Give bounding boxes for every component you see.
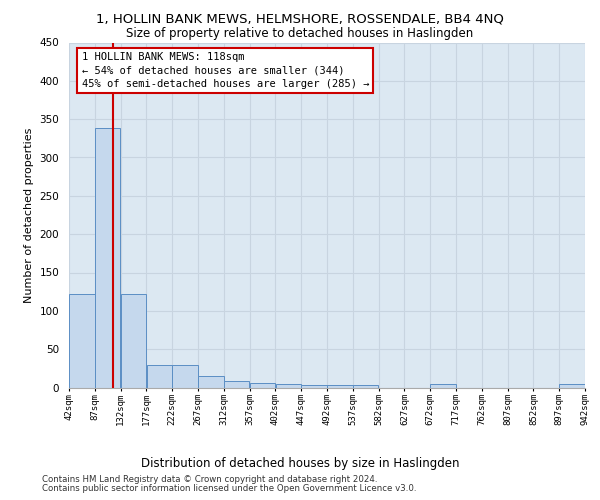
Bar [69,294,95,388]
Bar [146,366,172,388]
Text: Contains HM Land Registry data © Crown copyright and database right 2024.: Contains HM Land Registry data © Crown c… [42,475,377,484]
Bar [95,128,121,388]
Text: Size of property relative to detached houses in Haslingden: Size of property relative to detached ho… [127,28,473,40]
Bar [172,366,198,388]
Bar [353,385,379,388]
Bar [301,385,327,388]
Text: Distribution of detached houses by size in Haslingden: Distribution of detached houses by size … [141,458,459,470]
Bar [327,385,353,388]
Bar [121,294,146,388]
Bar [198,376,224,388]
Bar [430,384,456,388]
Bar [275,384,301,388]
Text: Contains public sector information licensed under the Open Government Licence v3: Contains public sector information licen… [42,484,416,493]
Bar [250,383,275,388]
Text: 1, HOLLIN BANK MEWS, HELMSHORE, ROSSENDALE, BB4 4NQ: 1, HOLLIN BANK MEWS, HELMSHORE, ROSSENDA… [96,12,504,26]
Y-axis label: Number of detached properties: Number of detached properties [24,128,34,302]
Text: 1 HOLLIN BANK MEWS: 118sqm
← 54% of detached houses are smaller (344)
45% of sem: 1 HOLLIN BANK MEWS: 118sqm ← 54% of deta… [82,52,369,89]
Bar [224,380,250,388]
Bar [559,384,585,388]
